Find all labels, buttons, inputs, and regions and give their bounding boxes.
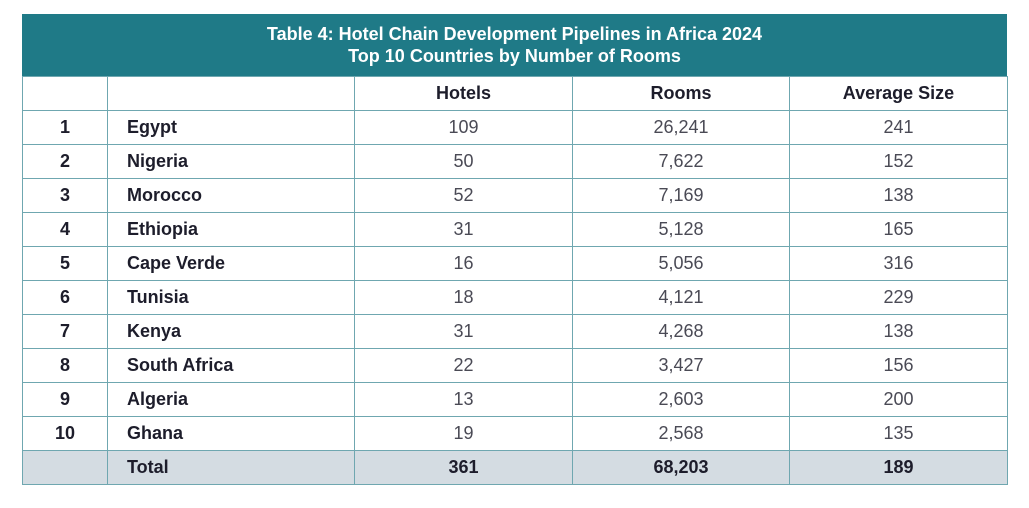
country-cell: Egypt [107, 110, 355, 145]
hotels-cell: 31 [354, 314, 573, 349]
hotels-cell: 13 [354, 382, 573, 417]
data-table: Hotels Rooms Average Size 1 Egypt 109 26… [22, 76, 1008, 485]
column-header-rooms: Rooms [572, 76, 790, 111]
average-size-cell: 138 [789, 314, 1008, 349]
hotel-pipeline-table: Table 4: Hotel Chain Development Pipelin… [22, 14, 1008, 485]
rank-cell: 5 [22, 246, 108, 281]
total-rooms: 68,203 [572, 450, 790, 485]
country-cell: Algeria [107, 382, 355, 417]
hotels-cell: 52 [354, 178, 573, 213]
table-row: 6 Tunisia 18 4,121 229 [22, 280, 1008, 315]
rank-cell: 8 [22, 348, 108, 383]
average-size-cell: 200 [789, 382, 1008, 417]
average-size-cell: 138 [789, 178, 1008, 213]
rank-cell: 7 [22, 314, 108, 349]
table-row: 7 Kenya 31 4,268 138 [22, 314, 1008, 349]
hotels-cell: 50 [354, 144, 573, 179]
total-hotels: 361 [354, 450, 573, 485]
column-header-hotels: Hotels [354, 76, 573, 111]
table-row: 2 Nigeria 50 7,622 152 [22, 144, 1008, 179]
table-row: 4 Ethiopia 31 5,128 165 [22, 212, 1008, 247]
country-cell: Nigeria [107, 144, 355, 179]
table-row: 9 Algeria 13 2,603 200 [22, 382, 1008, 417]
average-size-cell: 135 [789, 416, 1008, 451]
average-size-cell: 229 [789, 280, 1008, 315]
country-cell: Morocco [107, 178, 355, 213]
hotels-cell: 22 [354, 348, 573, 383]
average-size-cell: 241 [789, 110, 1008, 145]
column-header-average-size: Average Size [789, 76, 1008, 111]
rooms-cell: 3,427 [572, 348, 790, 383]
average-size-cell: 165 [789, 212, 1008, 247]
table-row: 5 Cape Verde 16 5,056 316 [22, 246, 1008, 281]
average-size-cell: 316 [789, 246, 1008, 281]
total-rank-cell [22, 450, 108, 485]
column-header-row: Hotels Rooms Average Size [22, 76, 1008, 111]
rooms-cell: 5,056 [572, 246, 790, 281]
country-cell: Tunisia [107, 280, 355, 315]
rank-cell: 6 [22, 280, 108, 315]
rooms-cell: 26,241 [572, 110, 790, 145]
rank-cell: 3 [22, 178, 108, 213]
rank-cell: 10 [22, 416, 108, 451]
country-cell: Kenya [107, 314, 355, 349]
column-header-rank [22, 76, 108, 111]
total-label: Total [107, 450, 355, 485]
rank-cell: 9 [22, 382, 108, 417]
country-cell: Ghana [107, 416, 355, 451]
rooms-cell: 2,568 [572, 416, 790, 451]
column-header-country [107, 76, 355, 111]
country-cell: Ethiopia [107, 212, 355, 247]
rooms-cell: 7,622 [572, 144, 790, 179]
table-title-line1: Table 4: Hotel Chain Development Pipelin… [266, 24, 763, 44]
total-row: Total 361 68,203 189 [22, 450, 1008, 485]
hotels-cell: 31 [354, 212, 573, 247]
table-row: 10 Ghana 19 2,568 135 [22, 416, 1008, 451]
table-row: 1 Egypt 109 26,241 241 [22, 110, 1008, 145]
rooms-cell: 7,169 [572, 178, 790, 213]
country-cell: South Africa [107, 348, 355, 383]
hotels-cell: 19 [354, 416, 573, 451]
rank-cell: 1 [22, 110, 108, 145]
rooms-cell: 2,603 [572, 382, 790, 417]
hotels-cell: 18 [354, 280, 573, 315]
rooms-cell: 5,128 [572, 212, 790, 247]
total-average-size: 189 [789, 450, 1008, 485]
table-row: 8 South Africa 22 3,427 156 [22, 348, 1008, 383]
rooms-cell: 4,268 [572, 314, 790, 349]
table-row: 3 Morocco 52 7,169 138 [22, 178, 1008, 213]
hotels-cell: 16 [354, 246, 573, 281]
rooms-cell: 4,121 [572, 280, 790, 315]
rank-cell: 2 [22, 144, 108, 179]
country-cell: Cape Verde [107, 246, 355, 281]
average-size-cell: 156 [789, 348, 1008, 383]
table-title-line2: Top 10 Countries by Number of Rooms [348, 46, 681, 66]
average-size-cell: 152 [789, 144, 1008, 179]
hotels-cell: 109 [354, 110, 573, 145]
table-title: Table 4: Hotel Chain Development Pipelin… [22, 14, 1007, 76]
rank-cell: 4 [22, 212, 108, 247]
